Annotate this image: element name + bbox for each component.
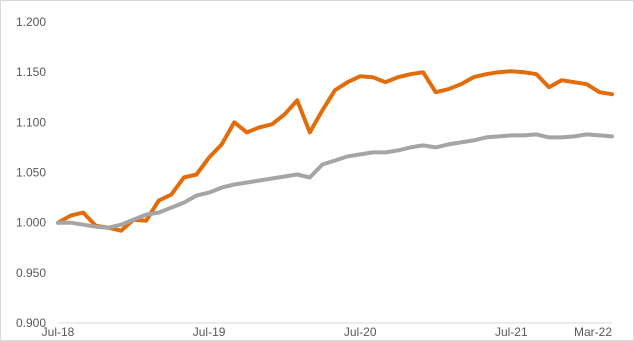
y-tick-label: 0.900 (16, 316, 46, 330)
series-line-1 (56, 69, 614, 233)
y-axis-ticks: 0.900 0.950 1.000 1.050 1.100 1.150 1.200 (16, 15, 46, 330)
x-axis-ticks: Jul-18 Jul-19 Jul-20 Jul-21 Mar-22 (42, 325, 613, 339)
y-tick-label: 1.150 (16, 65, 46, 79)
series-line-2 (56, 132, 614, 230)
x-tick-label: Mar-22 (574, 325, 612, 339)
y-tick-label: 1.200 (16, 15, 46, 29)
x-tick-label: Jul-18 (42, 325, 75, 339)
y-tick-label: 1.100 (16, 115, 46, 129)
x-tick-label: Jul-20 (344, 325, 377, 339)
y-tick-label: 1.000 (16, 216, 46, 230)
x-tick-label: Jul-19 (193, 325, 226, 339)
x-tick-label: Jul-21 (495, 325, 528, 339)
y-tick-label: 1.050 (16, 166, 46, 180)
series-layer (56, 69, 614, 233)
y-tick-label: 0.950 (16, 266, 46, 280)
